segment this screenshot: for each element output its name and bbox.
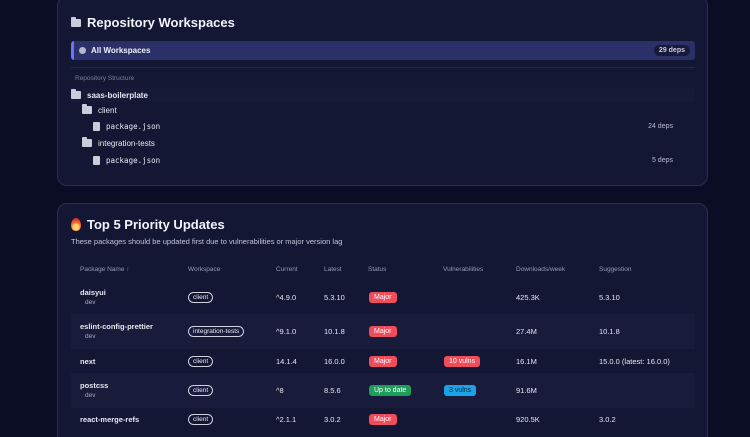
col-package-name[interactable]: Package Name ↑ bbox=[80, 266, 130, 273]
all-workspaces-label: All Workspaces bbox=[91, 46, 151, 55]
status-badge: Major bbox=[369, 326, 397, 337]
status-badge: Major bbox=[369, 414, 397, 425]
current-version: 14.1.4 bbox=[276, 357, 297, 366]
col-vulnerabilities[interactable]: Vulnerabilities bbox=[443, 266, 484, 273]
workspace-pill: client bbox=[188, 356, 214, 367]
latest-version: 16.0.0 bbox=[324, 357, 345, 366]
structure-label: Repository Structure bbox=[75, 75, 135, 82]
deps-count: 24 deps bbox=[648, 122, 673, 130]
updates-subtitle: These packages should be updated first d… bbox=[71, 237, 343, 246]
downloads: 920.5K bbox=[516, 415, 540, 424]
workspace-pill: client bbox=[188, 292, 214, 303]
workspace-pill: integration-tests bbox=[188, 326, 245, 337]
col-current[interactable]: Current bbox=[276, 266, 298, 273]
current-version: ^8 bbox=[276, 386, 284, 395]
table-row[interactable]: next client 14.1.4 16.0.0 Major 10 vulns… bbox=[71, 349, 695, 373]
package-name: daisyui bbox=[80, 288, 106, 297]
status-badge: Major bbox=[369, 356, 397, 367]
file-icon bbox=[93, 121, 100, 131]
deps-count: 5 deps bbox=[651, 156, 673, 164]
downloads: 91.6M bbox=[516, 386, 537, 395]
latest-version: 10.1.8 bbox=[324, 327, 345, 336]
deps-badge: 29 deps bbox=[653, 45, 690, 56]
all-workspaces-item[interactable]: All Workspaces 29 deps bbox=[71, 41, 695, 60]
table-row[interactable]: postcss dev client ^8 8.5.6 Up to date 3… bbox=[71, 373, 695, 408]
col-workspace[interactable]: Workspace bbox=[188, 266, 221, 273]
package-name: react-merge-refs bbox=[80, 415, 140, 424]
latest-version: 8.5.6 bbox=[324, 386, 341, 395]
col-latest[interactable]: Latest bbox=[324, 266, 342, 273]
downloads: 16.1M bbox=[516, 357, 537, 366]
downloads: 27.4M bbox=[516, 327, 537, 336]
fire-icon bbox=[71, 218, 81, 231]
repository-workspaces-card: Repository Workspaces All Workspaces 29 … bbox=[57, 0, 708, 186]
suggestion: 5.3.10 bbox=[599, 293, 620, 302]
vulnerabilities-badge: 10 vulns bbox=[444, 356, 481, 367]
workspace-pill: client bbox=[188, 385, 214, 396]
current-version: ^2.1.1 bbox=[276, 415, 297, 424]
env-tag: dev bbox=[85, 392, 96, 399]
suggestion: 3.0.2 bbox=[599, 415, 616, 424]
workspace-pill: client bbox=[188, 414, 214, 425]
workspaces-title: Repository Workspaces bbox=[71, 15, 235, 30]
table-row[interactable]: eslint-config-prettier dev integration-t… bbox=[71, 314, 695, 349]
status-badge: Up to date bbox=[369, 385, 412, 396]
package-name: next bbox=[80, 357, 96, 366]
env-tag: dev bbox=[85, 299, 96, 306]
downloads: 425.3K bbox=[516, 293, 540, 302]
updates-title: Top 5 Priority Updates bbox=[71, 217, 225, 232]
package-name: eslint-config-prettier bbox=[80, 322, 153, 331]
tree-root[interactable]: saas-boilerplate bbox=[71, 88, 695, 102]
latest-version: 3.0.2 bbox=[324, 415, 341, 424]
folder-icon bbox=[82, 104, 92, 114]
priority-updates-card: Top 5 Priority Updates These packages sh… bbox=[57, 203, 708, 437]
package-name: postcss bbox=[80, 381, 109, 390]
suggestion: 10.1.8 bbox=[599, 327, 620, 336]
env-tag: dev bbox=[85, 333, 96, 340]
divider bbox=[71, 67, 695, 68]
current-version: ^9.1.0 bbox=[276, 327, 297, 336]
vulnerabilities-badge: 3 vulns bbox=[444, 385, 477, 396]
tree-folder-client[interactable]: client bbox=[82, 103, 117, 117]
col-status[interactable]: Status bbox=[368, 266, 387, 273]
folder-icon bbox=[71, 89, 81, 99]
tree-file-integration-package[interactable]: package.json 5 deps bbox=[93, 153, 695, 167]
col-suggestion[interactable]: Suggestion bbox=[599, 266, 632, 273]
tree-file-client-package[interactable]: package.json 24 deps bbox=[93, 119, 695, 133]
circle-icon bbox=[79, 47, 86, 54]
current-version: ^4.9.0 bbox=[276, 293, 297, 302]
folder-icon bbox=[82, 137, 92, 147]
table-row[interactable]: daisyui dev client ^4.9.0 5.3.10 Major 4… bbox=[71, 280, 695, 314]
status-badge: Major bbox=[369, 292, 397, 303]
latest-version: 5.3.10 bbox=[324, 293, 345, 302]
file-icon bbox=[93, 155, 100, 165]
folder-icon bbox=[71, 16, 81, 27]
suggestion: 15.0.0 (latest: 16.0.0) bbox=[599, 357, 670, 366]
col-downloads[interactable]: Downloads/week bbox=[516, 266, 566, 273]
table-row[interactable]: react-merge-refs client ^2.1.1 3.0.2 Maj… bbox=[71, 408, 695, 432]
tree-folder-integration-tests[interactable]: integration-tests bbox=[82, 136, 155, 150]
